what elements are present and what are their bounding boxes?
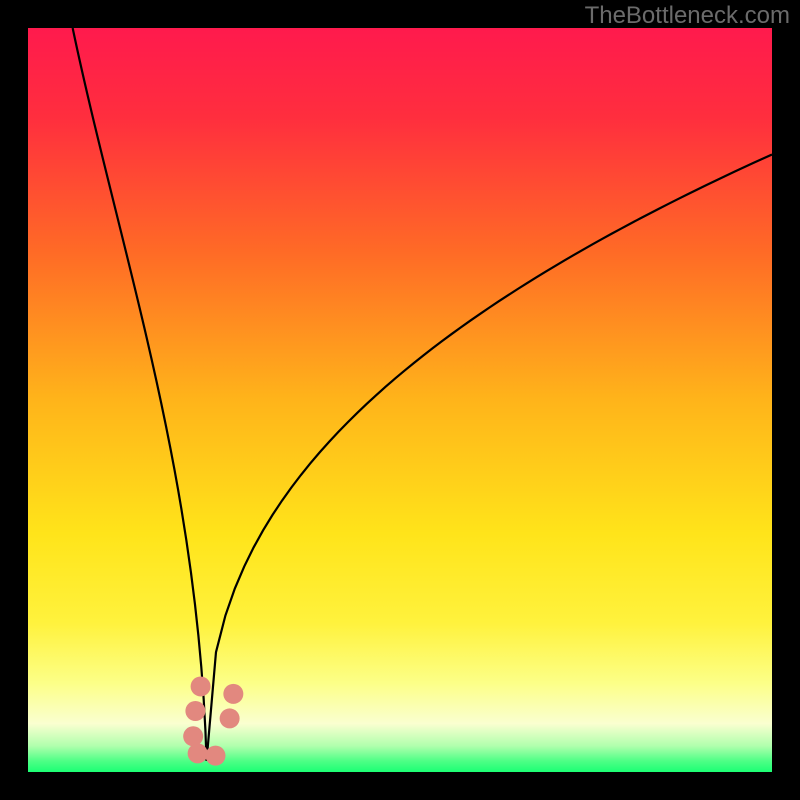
data-marker xyxy=(191,676,211,696)
outer-frame: TheBottleneck.com xyxy=(0,0,800,800)
left-curve xyxy=(73,28,207,761)
bottleneck-curves xyxy=(28,28,772,772)
data-marker xyxy=(183,726,203,746)
watermark-text: TheBottleneck.com xyxy=(585,2,790,30)
plot-area xyxy=(28,28,772,772)
data-marker xyxy=(185,701,205,721)
data-marker xyxy=(220,708,240,728)
data-marker xyxy=(223,684,243,704)
right-curve xyxy=(207,154,772,760)
data-marker xyxy=(188,743,208,763)
data-marker xyxy=(205,746,225,766)
